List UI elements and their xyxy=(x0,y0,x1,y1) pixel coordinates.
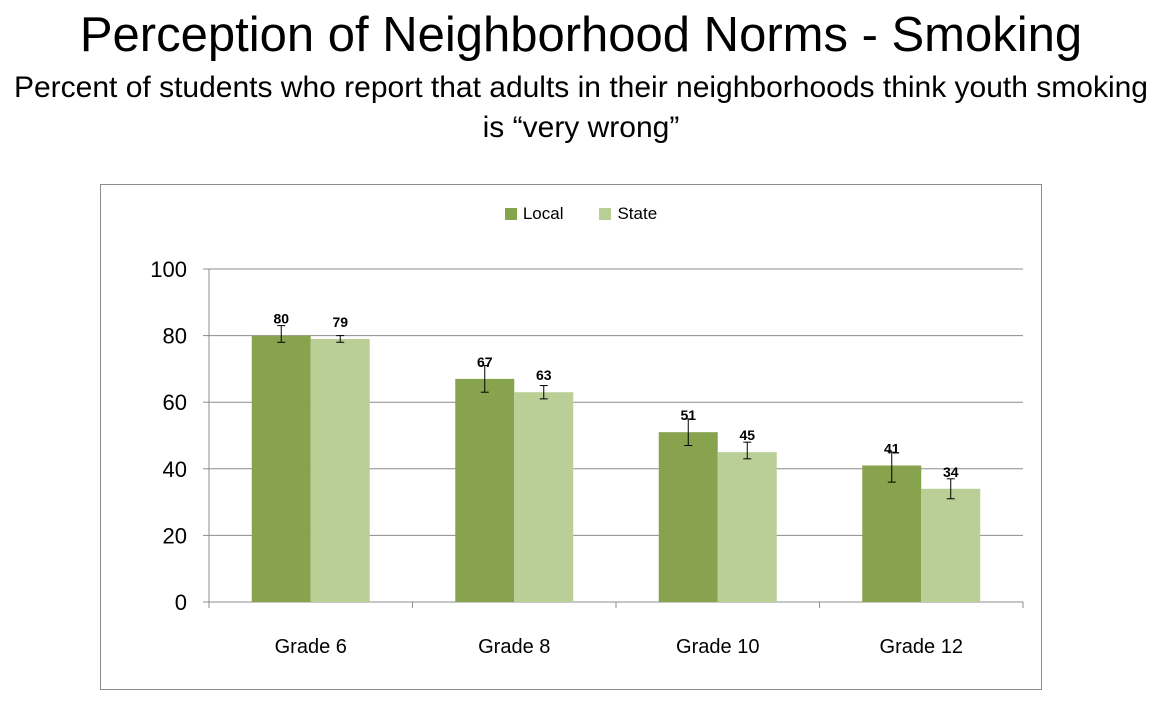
bar-state-grade-12 xyxy=(921,488,981,602)
legend-item-local: Local xyxy=(504,204,564,224)
data-label: 79 xyxy=(332,314,348,330)
bar-state-grade-8 xyxy=(514,392,574,602)
bar-local-grade-10 xyxy=(658,432,718,602)
y-tick-label: 0 xyxy=(175,590,187,615)
y-tick-label: 80 xyxy=(163,324,187,349)
chart-frame xyxy=(100,184,1042,690)
chart-title: Perception of Neighborhood Norms - Smoki… xyxy=(79,8,1083,62)
bar-state-grade-10 xyxy=(717,452,777,602)
x-category-label: Grade 6 xyxy=(275,636,347,658)
legend-label-state: State xyxy=(617,204,658,223)
y-tick-label: 100 xyxy=(150,257,187,282)
data-label: 34 xyxy=(943,464,959,480)
y-tick-label: 40 xyxy=(163,457,187,482)
x-category-label: Grade 8 xyxy=(478,636,550,658)
data-label: 67 xyxy=(477,354,493,370)
x-category-label: Grade 10 xyxy=(676,636,759,658)
legend-item-state: State xyxy=(599,204,657,224)
legend-label-local: Local xyxy=(522,204,564,223)
bar-state-grade-6 xyxy=(310,338,370,602)
data-label: 51 xyxy=(680,407,696,423)
data-label: 63 xyxy=(536,367,552,383)
bar-local-grade-8 xyxy=(455,378,515,602)
chart-subtitle: Percent of students who report that adul… xyxy=(13,71,1148,144)
y-tick-label: 20 xyxy=(163,523,187,548)
y-tick-label: 60 xyxy=(163,390,187,415)
bar-local-grade-6 xyxy=(251,335,311,602)
bar-local-grade-12 xyxy=(862,465,922,602)
data-label: 45 xyxy=(739,427,755,443)
legend: Local State xyxy=(0,204,1162,224)
data-label: 41 xyxy=(884,440,900,456)
x-category-label: Grade 12 xyxy=(880,636,963,658)
legend-swatch-local xyxy=(504,208,517,220)
legend-swatch-state xyxy=(599,208,612,220)
data-label: 80 xyxy=(273,311,289,327)
